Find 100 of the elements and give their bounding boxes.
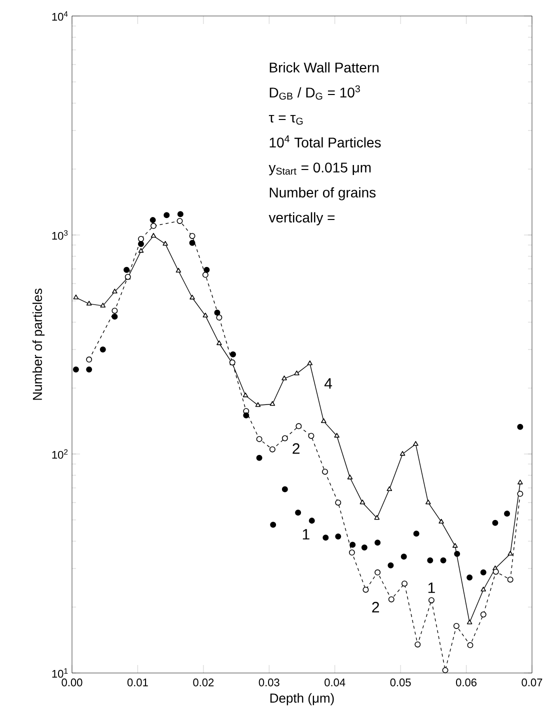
- point: [374, 515, 380, 520]
- point: [374, 540, 381, 546]
- point: [150, 222, 156, 229]
- point: [150, 232, 156, 238]
- annotation: vertically =: [268, 212, 335, 226]
- annotation: 1: [302, 529, 310, 540]
- point: [350, 542, 356, 548]
- point: [189, 232, 196, 239]
- annotation: Number of grains: [270, 187, 376, 200]
- point: [202, 312, 208, 318]
- annotation: τ = τ$_{G}$: [268, 114, 303, 125]
- point: [295, 510, 302, 516]
- y-tick-label: 10$^{3}$: [52, 230, 68, 240]
- point: [138, 240, 144, 247]
- point: [466, 620, 472, 624]
- point: [322, 468, 328, 475]
- point: [402, 580, 408, 587]
- point: [216, 340, 222, 346]
- point: [282, 486, 288, 492]
- y-tick-label: 10$^{4}$: [52, 11, 68, 21]
- x-tick-label: 0.00: [62, 678, 82, 686]
- point: [517, 490, 524, 497]
- point: [386, 486, 392, 491]
- point: [508, 550, 513, 556]
- annotation: 2: [292, 443, 300, 454]
- point: [388, 596, 394, 602]
- point: [86, 356, 92, 363]
- point: [216, 314, 222, 321]
- point: [308, 432, 314, 439]
- point: [335, 534, 342, 540]
- point: [256, 436, 262, 442]
- annotation: 1: [428, 582, 435, 593]
- point: [334, 432, 340, 438]
- point: [86, 300, 92, 306]
- point: [176, 218, 183, 224]
- point: [230, 351, 236, 358]
- point: [454, 550, 460, 557]
- x-tick-label: 0.02: [193, 678, 214, 686]
- point: [347, 474, 353, 480]
- annotation: 4: [324, 378, 332, 389]
- point: [414, 641, 421, 648]
- point: [480, 586, 486, 592]
- point: [322, 534, 329, 541]
- x-tick-label: 0.03: [258, 678, 280, 686]
- x-tick-label: 0.01: [127, 678, 148, 686]
- x-axis-title: Depth (μm): [270, 693, 334, 706]
- point: [112, 314, 118, 320]
- annotation: D$_{GB}$ / D$_{G}$ = 10$^{3}$: [270, 85, 360, 100]
- point: [270, 522, 276, 528]
- annotation: Brick Wall Pattern: [270, 62, 379, 73]
- point: [100, 346, 106, 353]
- point: [360, 500, 366, 504]
- y-axis-title: Number of particles: [32, 288, 45, 400]
- point: [467, 642, 474, 648]
- point: [100, 302, 106, 308]
- point: [270, 401, 276, 406]
- annotation: 2: [372, 602, 380, 612]
- point: [438, 518, 444, 524]
- point: [361, 544, 368, 551]
- point: [452, 543, 458, 548]
- point: [507, 576, 514, 583]
- point: [388, 562, 394, 568]
- point: [321, 418, 326, 424]
- point: [466, 574, 473, 580]
- point: [413, 441, 418, 446]
- point: [190, 294, 195, 300]
- point: [256, 454, 262, 461]
- point: [162, 240, 168, 246]
- point: [269, 446, 276, 452]
- x-tick-label: 0.04: [324, 678, 346, 686]
- point: [428, 597, 434, 604]
- point: [413, 530, 420, 537]
- point: [400, 554, 407, 560]
- point: [138, 248, 144, 253]
- point: [255, 402, 261, 407]
- point: [282, 376, 287, 380]
- point: [307, 360, 313, 366]
- x-tick-label: 0.07: [522, 678, 542, 686]
- point: [480, 612, 486, 618]
- point: [294, 370, 300, 376]
- point: [504, 510, 510, 517]
- point: [189, 240, 196, 246]
- point: [296, 423, 302, 430]
- point: [204, 266, 210, 273]
- point: [242, 392, 248, 398]
- point: [112, 308, 118, 314]
- point: [427, 557, 434, 564]
- point: [362, 586, 369, 593]
- point: [440, 557, 446, 564]
- point: [138, 236, 144, 242]
- point: [492, 520, 498, 526]
- point: [124, 266, 130, 273]
- point: [492, 568, 499, 575]
- point: [243, 412, 250, 418]
- point: [214, 310, 220, 316]
- point: [164, 212, 170, 218]
- point: [480, 569, 486, 576]
- y-tick-label: 10$^{2}$: [52, 449, 68, 459]
- point: [400, 450, 406, 456]
- point: [374, 569, 381, 576]
